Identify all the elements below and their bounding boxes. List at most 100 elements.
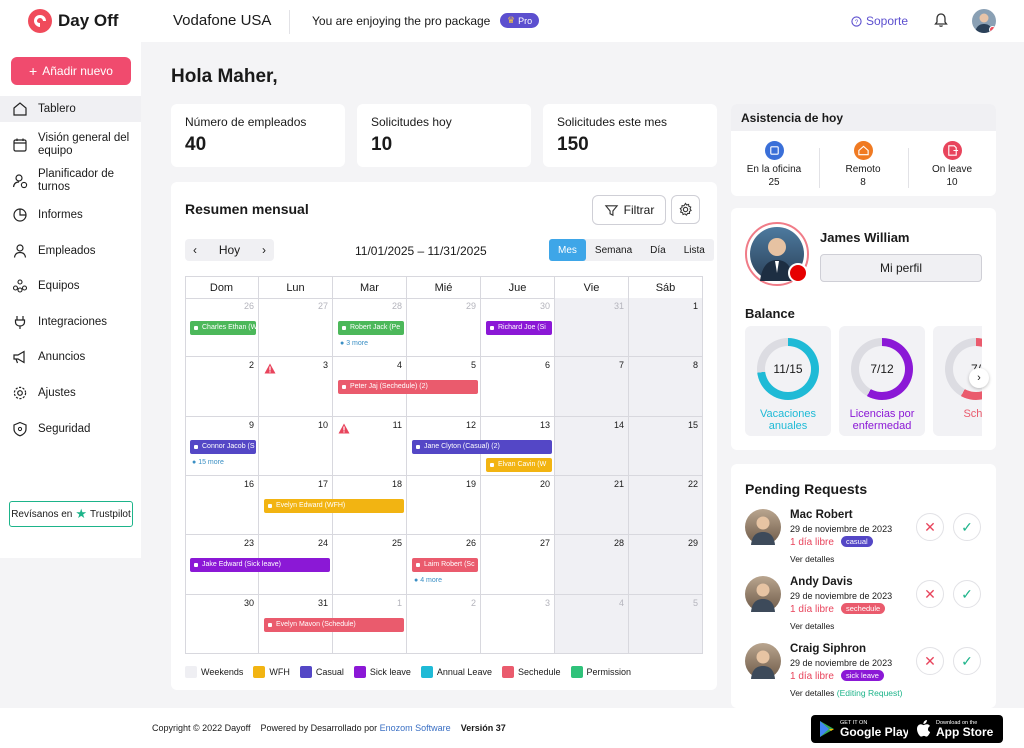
filter-button[interactable]: Filtrar: [592, 195, 666, 225]
calendar-day-cell[interactable]: 2: [185, 357, 259, 417]
calendar-day-cell[interactable]: 5: [629, 594, 703, 654]
calendar-day-cell[interactable]: 30: [185, 594, 259, 654]
reject-button[interactable]: ✕: [916, 647, 944, 675]
balance-next-button[interactable]: ›: [969, 368, 989, 388]
trustpilot-badge[interactable]: Revísanos en ★ Trustpilot: [9, 501, 133, 527]
calendar-day-cell[interactable]: 29: [629, 535, 703, 595]
calendar-day-cell[interactable]: 19: [407, 476, 481, 536]
calendar-day-cell[interactable]: 29: [407, 298, 481, 358]
day-number: 25: [391, 538, 402, 549]
calendar-day-cell[interactable]: 1: [629, 298, 703, 358]
balance-card[interactable]: 11/15 Vacaciones anuales: [745, 326, 831, 436]
more-events-link[interactable]: ● 15 more: [192, 459, 224, 466]
calendar-event[interactable]: Jake Edward (Sick leave): [190, 558, 330, 573]
calendar-day-cell[interactable]: 5: [407, 357, 481, 417]
calendar-day-cell[interactable]: 22: [629, 476, 703, 536]
view-dia[interactable]: Día: [650, 244, 666, 256]
chevron-right-icon[interactable]: ›: [262, 243, 266, 257]
calendar-day-cell[interactable]: 16: [185, 476, 259, 536]
balance-card[interactable]: 7/12 Licencias por enfermedad: [839, 326, 925, 436]
powered-by-link[interactable]: Enozom Software: [379, 723, 451, 733]
calendar-day-cell[interactable]: 6: [481, 357, 555, 417]
calendar-event[interactable]: Connor Jacob (S: [190, 439, 256, 454]
user-avatar[interactable]: [972, 9, 996, 33]
calendar-event[interactable]: Peter Jaj (Sechedule) (2): [338, 380, 478, 395]
reject-button[interactable]: ✕: [916, 513, 944, 541]
day-number: 3: [322, 360, 328, 371]
approve-button[interactable]: ✓: [953, 513, 981, 541]
calendar-day-cell[interactable]: 24: [259, 535, 333, 595]
logo[interactable]: Day Off: [28, 9, 118, 33]
calendar-day-cell[interactable]: 25: [333, 535, 407, 595]
calendar-day-cell[interactable]: 28: [333, 298, 407, 358]
my-profile-button[interactable]: Mi perfil: [820, 254, 982, 282]
calendar-event[interactable]: Evelyn Mavon (Schedule): [264, 617, 404, 632]
day-number: 27: [317, 301, 328, 311]
calendar-event[interactable]: Robert Jack (Pe: [338, 321, 404, 335]
sidebar-item-equipos[interactable]: Equipos: [0, 273, 141, 299]
apple-icon: [917, 720, 931, 737]
sidebar-item-tablero[interactable]: Tablero: [0, 96, 141, 122]
calendar-day-cell[interactable]: 8: [629, 357, 703, 417]
sidebar-item-ajustes[interactable]: Ajustes: [0, 380, 141, 406]
sidebar-item-informes[interactable]: Informes: [0, 202, 141, 228]
view-details-link[interactable]: Ver detalles: [790, 621, 834, 631]
calendar-day-cell[interactable]: 14: [555, 416, 629, 476]
calendar-day-cell[interactable]: 9: [185, 416, 259, 476]
calendar-day-cell[interactable]: 2: [407, 594, 481, 654]
calendar-event[interactable]: Laim Robert (Sc: [412, 558, 478, 573]
sidebar-item-vision-general-del-equipo[interactable]: Visión general del equipo: [0, 130, 141, 160]
sidebar-item-anuncios[interactable]: Anuncios: [0, 344, 141, 370]
calendar-settings-button[interactable]: [671, 195, 700, 224]
calendar-day-cell[interactable]: 3: [481, 594, 555, 654]
more-events-link[interactable]: ● 4 more: [414, 577, 442, 584]
calendar-day-cell[interactable]: 27: [259, 298, 333, 358]
view-details-link[interactable]: Ver detalles (Editing Request): [790, 688, 902, 698]
bell-icon[interactable]: [933, 12, 949, 28]
calendar-day-cell[interactable]: 1: [333, 594, 407, 654]
sidebar-item-seguridad[interactable]: Seguridad: [0, 416, 141, 442]
calendar-day-cell[interactable]: 18: [333, 476, 407, 536]
view-semana[interactable]: Semana: [594, 244, 633, 256]
calendar-day-cell[interactable]: 10: [259, 416, 333, 476]
balance-title: Balance: [745, 306, 795, 321]
calendar-event[interactable]: Charles Ethan (W: [190, 321, 256, 335]
calendar-event[interactable]: Jane Clyton (Casual) (2): [412, 439, 552, 454]
sidebar-item-integraciones[interactable]: Integraciones: [0, 309, 141, 335]
calendar-day-cell[interactable]: 20: [481, 476, 555, 536]
add-new-button[interactable]: + Añadir nuevo: [11, 57, 131, 85]
warning-icon: [338, 423, 350, 434]
google-play-button[interactable]: GET IT ON Google Play: [811, 715, 918, 743]
view-mes[interactable]: Mes: [549, 239, 586, 261]
app-store-button[interactable]: Download on the App Store: [908, 715, 1003, 743]
calendar-day-cell[interactable]: 21: [555, 476, 629, 536]
calendar-day-cell[interactable]: 30: [481, 298, 555, 358]
calendar-day-cell[interactable]: 11: [333, 416, 407, 476]
calendar-day-cell[interactable]: 7: [555, 357, 629, 417]
calendar-day-cell[interactable]: 27: [481, 535, 555, 595]
approve-button[interactable]: ✓: [953, 647, 981, 675]
month-calendar-grid: Dom Lun Mar Mié Jue Vie Sáb 26 27 28 29 30 31 1 2 3 4 5 6 7…: [185, 276, 703, 654]
view-details-link[interactable]: Ver detalles: [790, 554, 834, 564]
chevron-left-icon[interactable]: ‹: [193, 243, 197, 257]
today-button[interactable]: Hoy: [218, 243, 241, 257]
calendar-event[interactable]: Elvan Cavin (W: [486, 457, 552, 472]
calendar-day-cell[interactable]: 31: [555, 298, 629, 358]
calendar-day-cell[interactable]: 15: [629, 416, 703, 476]
calendar-day-cell[interactable]: 28: [555, 535, 629, 595]
more-events-link[interactable]: ● 3 more: [340, 340, 368, 347]
support-link[interactable]: ? Soporte: [851, 14, 908, 28]
calendar-event[interactable]: Richard Joe (Si: [486, 321, 552, 335]
approve-button[interactable]: ✓: [953, 580, 981, 608]
sidebar-item-planificador-de-turnos[interactable]: Planificador de turnos: [0, 166, 141, 196]
reject-button[interactable]: ✕: [916, 580, 944, 608]
view-lista[interactable]: Lista: [683, 244, 705, 256]
calendar-day-cell[interactable]: 26: [185, 298, 259, 358]
calendar-day-cell[interactable]: 26: [407, 535, 481, 595]
add-new-label: Añadir nuevo: [42, 64, 113, 78]
calendar-day-cell[interactable]: 13: [481, 416, 555, 476]
calendar-day-cell[interactable]: 4: [555, 594, 629, 654]
calendar-event[interactable]: Evelyn Edward (WFH): [264, 499, 404, 513]
sidebar-item-empleados[interactable]: Empleados: [0, 238, 141, 264]
calendar-day-cell[interactable]: 3: [259, 357, 333, 417]
